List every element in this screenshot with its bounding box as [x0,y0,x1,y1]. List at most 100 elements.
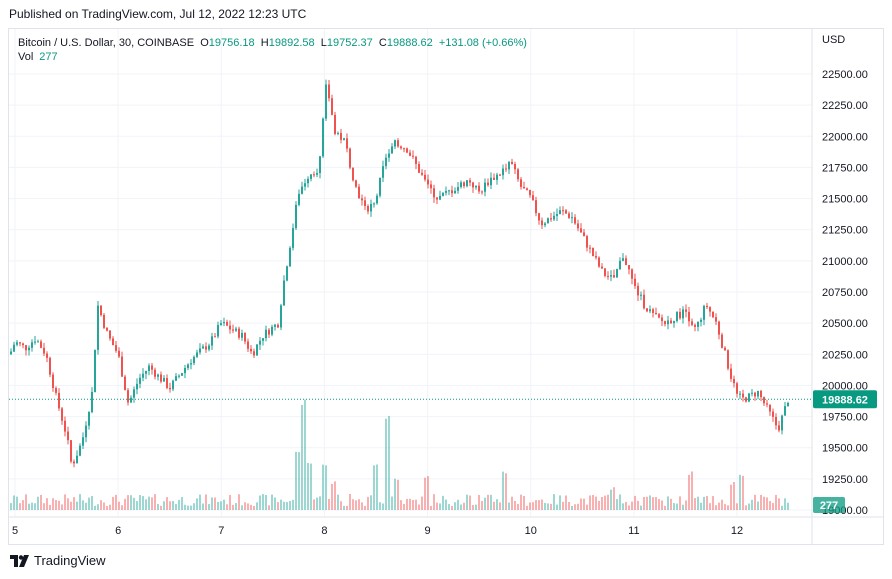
candle-body [436,197,438,200]
last-volume-badge[interactable] [813,497,845,513]
candle-body [730,368,732,379]
candle-body [103,315,105,328]
candle-body [493,177,495,180]
volume-bar [223,499,225,510]
candle-body [505,168,507,170]
candle-body [256,344,258,356]
candle-body [682,309,684,319]
candle-body [403,148,405,150]
candle-body [511,161,513,165]
candle-body [286,266,288,281]
candle-body [646,308,648,312]
volume-bar [226,504,228,510]
close-value: 19888.62 [386,37,433,49]
volume-bar [571,505,573,510]
candle-body [706,305,708,308]
candle-body [253,351,255,356]
candle-body [76,455,78,464]
candle-body [229,325,231,330]
candle-body [376,195,378,204]
candle-body [211,336,213,346]
volume-bar [439,503,441,510]
volume-bar [259,495,261,510]
volume-bar [667,496,669,510]
symbol-label[interactable]: Bitcoin / U.S. Dollar, 30, COINBASE [18,37,195,49]
volume-bar [367,496,369,510]
volume-bar [49,504,51,510]
candle-body [271,326,273,335]
volume-bar [22,500,24,510]
candle-body [703,305,705,320]
volume-label[interactable]: Vol [18,51,34,63]
volume-bar [142,496,144,510]
candle-body [262,338,264,341]
published-caption: Published on TradingView.com, Jul 12, 20… [9,7,307,21]
candle-body [664,321,666,325]
candle-body [226,321,228,326]
candle-body [619,260,621,270]
candle-body [19,342,21,344]
volume-bar [274,497,276,510]
x-tick-label: 7 [218,525,224,537]
volume-bar [10,503,12,510]
candle-body [571,217,573,219]
candle-body [565,210,567,214]
volume-bar [568,502,570,510]
candle-body [553,215,555,220]
candle-body [496,174,498,180]
volume-bar [511,496,513,510]
candle-body [352,167,354,181]
candle-body [331,98,333,115]
candle-body [610,275,612,277]
volume-bar [130,495,132,510]
candle-body [55,388,57,393]
volume-bar [145,499,147,510]
candle-body [241,333,243,338]
candle-body [685,309,687,312]
candle-body [412,155,414,157]
volume-bar [67,498,69,510]
candle-body [421,172,423,175]
candle-body [94,349,96,392]
candle-body [460,182,462,188]
candle-body [169,387,171,390]
volume-bar [103,502,105,510]
volume-bar [640,505,642,510]
candle-body [355,180,357,187]
candle-body [718,321,720,335]
candle-body [43,347,45,354]
y-tick-label: 20500.00 [822,318,868,330]
last-volume-label: 277 [820,500,838,512]
last-price-badge[interactable] [813,390,877,409]
candle-body [136,383,138,390]
volume-bar [298,452,300,510]
low-label: L [320,37,327,49]
volume-bar [535,500,537,510]
volume-bar [319,496,321,510]
high-value: 19892.58 [268,37,315,49]
candle-body [424,174,426,180]
candle-body [166,378,168,388]
tradingview-logo[interactable]: TradingView [10,553,106,568]
tradingview-brand: TradingView [34,553,106,568]
volume-bar [346,505,348,510]
candle-body [91,391,93,413]
volume-bar [52,498,54,510]
volume-bar [688,474,690,510]
candle-body [736,383,738,394]
volume-bar [532,502,534,510]
volume-bar [79,494,81,510]
volume-bar [247,503,249,510]
currency-label[interactable]: USD [822,34,846,46]
candle-body [679,311,681,319]
volume-bar [673,503,675,510]
volume-bar [445,499,447,510]
volume-bar [40,494,42,510]
volume-bar [91,496,93,510]
volume-bar [31,502,33,510]
volume-bar [301,405,303,510]
candle-body [259,340,261,345]
volume-bar [526,505,528,510]
volume-bar [541,499,543,510]
